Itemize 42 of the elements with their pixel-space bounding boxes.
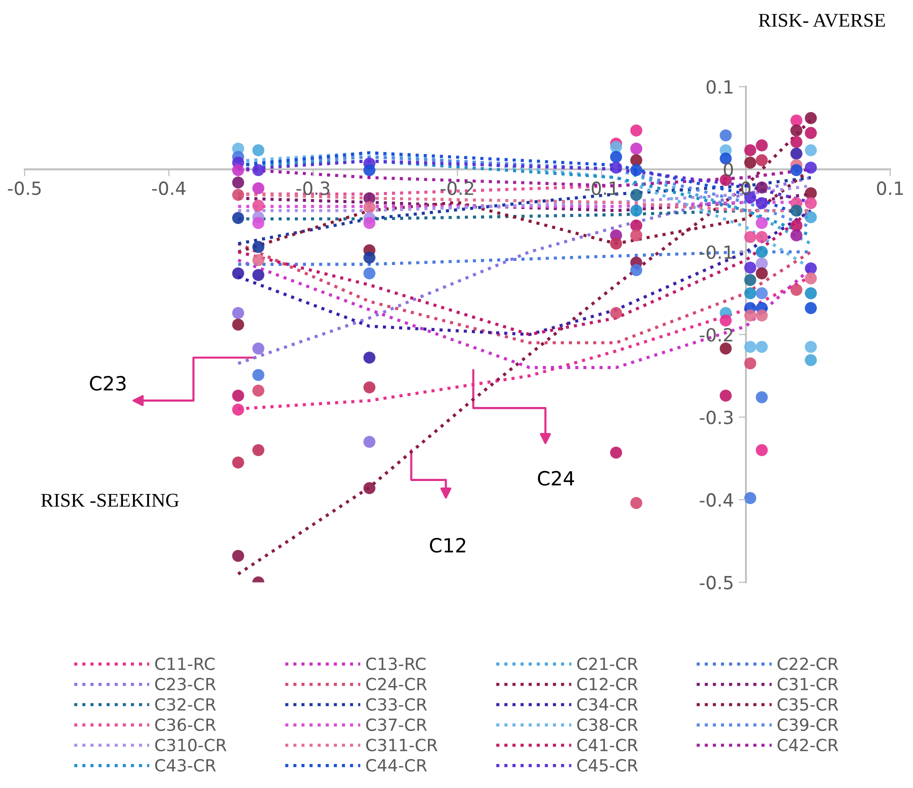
legend-label: C41-CR	[577, 738, 638, 752]
legend-label: C36-CR	[155, 718, 216, 732]
legend-label: C21-CR	[577, 658, 638, 670]
legend-label: C310-CR	[155, 738, 226, 752]
legend-label: C43-CR	[155, 759, 216, 772]
x-tick-label: -0.4	[152, 181, 186, 196]
legend-label: C13-RC	[366, 658, 426, 670]
legend-label: C35-CR	[778, 698, 838, 711]
annotation: C23	[90, 376, 126, 391]
legend-label: C11-RC	[155, 658, 215, 670]
legend-label: C12-CR	[577, 678, 638, 690]
line-series	[236, 242, 812, 344]
legend-label: C32-CR	[155, 698, 216, 711]
y-tick-label: 0.1	[706, 80, 732, 94]
text: RISK- AVERSE	[758, 14, 885, 27]
x-tick-label: -0.1	[584, 181, 618, 196]
legend-label: C45-CR	[577, 759, 638, 772]
legend-label: C39-CR	[778, 718, 838, 732]
y-tick-label: -0.3	[700, 410, 733, 424]
y-tick-label: 0	[724, 162, 733, 176]
legend-label: C31-CR	[778, 678, 838, 690]
legend-label: C23-CR	[155, 678, 216, 690]
x-tick-label: -0.5	[8, 181, 41, 196]
legend-label: C22-CR	[778, 658, 838, 670]
line-series	[236, 176, 812, 365]
legend-label: C311-CR	[366, 738, 438, 752]
annotation: RISK -SEEKING	[41, 494, 179, 507]
y-tick-label: -0.5	[700, 576, 733, 590]
x-tick-label: 0.1	[877, 181, 903, 196]
y-tick-label: -0.4	[700, 493, 734, 507]
x-tick-label: -0.3	[296, 181, 330, 196]
legend-label: C44-CR	[366, 759, 427, 772]
y-tick-label: -0.1	[700, 245, 732, 260]
legend-label: C33-CR	[366, 698, 427, 711]
legend-label: C34-CR	[577, 698, 638, 711]
annotation: C24	[538, 470, 574, 486]
legend-label: C42-CR	[778, 738, 838, 752]
annotation: C12	[430, 538, 466, 553]
legend-label: C38-CR	[577, 718, 638, 732]
legend-label: C37-CR	[366, 718, 427, 732]
legend-label: C24-CR	[366, 678, 427, 690]
x-tick-label: -0.2	[440, 181, 474, 196]
